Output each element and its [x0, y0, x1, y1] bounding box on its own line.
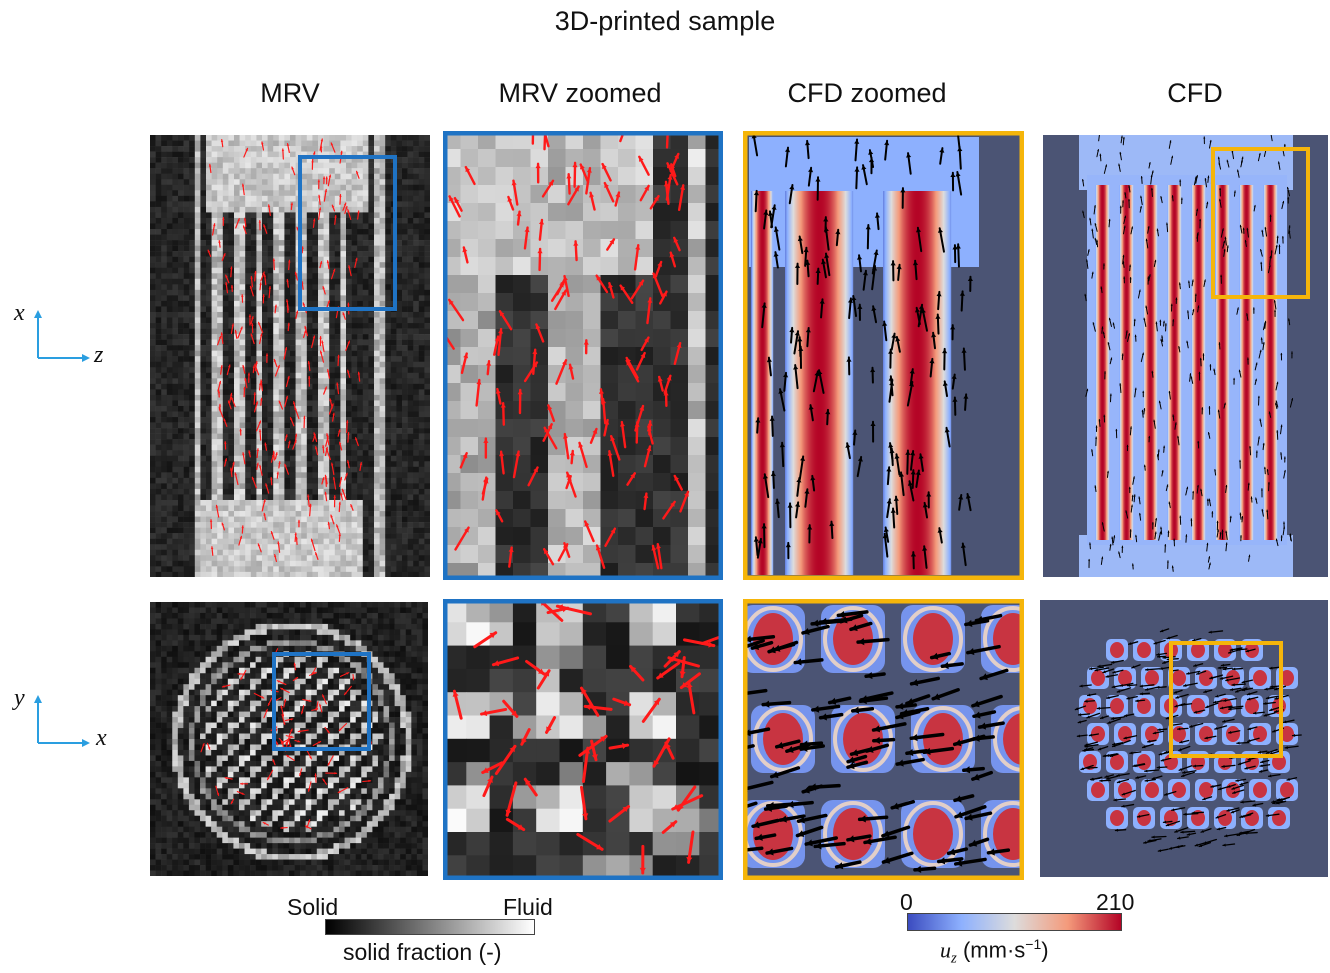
cfd-cross-section-image — [1040, 600, 1328, 877]
column-label-cfd-zoomed: CFD zoomed — [787, 78, 947, 108]
cfd-zoomed-cross-frame — [743, 599, 1024, 880]
mrv-zoomed-frame — [443, 131, 723, 580]
velocity-units-exponent: −1 — [1025, 936, 1042, 952]
figure-title: 3D-printed sample — [554, 6, 776, 36]
colorbar-velocity — [907, 913, 1122, 931]
colorbar-velocity-title: uz (mm·s−1) — [940, 936, 1049, 968]
velocity-units-close: ) — [1041, 937, 1049, 963]
mrv-zoomed-longitudinal-image — [443, 131, 723, 580]
colorbar-gray-title: solid fraction (-) — [343, 939, 502, 965]
axis-label-y: y — [14, 685, 25, 711]
cfd-cross-zoom-region-box — [1169, 641, 1283, 758]
colorbar-velocity-max-label: 210 — [1096, 889, 1135, 915]
colorbar-velocity-min-label: 0 — [900, 889, 913, 915]
mrv-zoom-region-box — [298, 155, 397, 311]
column-label-cfd: CFD — [1167, 78, 1223, 108]
cfd-zoomed-longitudinal-image — [743, 131, 1024, 580]
velocity-subscript: z — [951, 950, 957, 967]
cfd-zoom-region-box — [1211, 147, 1310, 299]
cfd-zoomed-cross-section-image — [743, 599, 1024, 880]
axis-label-z: z — [94, 342, 104, 368]
mrv-cross-section-image — [150, 602, 428, 876]
axes-indicator-bottom: y x — [14, 685, 114, 765]
cfd-zoomed-frame — [743, 131, 1024, 580]
column-label-mrv-zoomed: MRV zoomed — [498, 78, 662, 108]
column-label-mrv: MRV — [260, 78, 320, 108]
axis-label-x: x — [14, 300, 25, 326]
colorbar-gray — [325, 919, 535, 935]
mrv-cross-zoom-region-box — [272, 652, 371, 751]
colorbar-gray-max-label: Fluid — [503, 894, 553, 920]
colorbar-gray-min-label: Solid — [287, 894, 339, 920]
axes-indicator-top: x z — [14, 300, 114, 380]
velocity-symbol: u — [940, 937, 951, 963]
velocity-units: (mm·s — [962, 937, 1026, 963]
axis-label-x-bottom: x — [96, 725, 107, 751]
mrv-zoomed-cross-frame — [443, 599, 723, 880]
cfd-longitudinal-image — [1043, 135, 1328, 577]
mrv-longitudinal-image — [150, 135, 430, 577]
mrv-zoomed-cross-section-image — [443, 599, 723, 880]
